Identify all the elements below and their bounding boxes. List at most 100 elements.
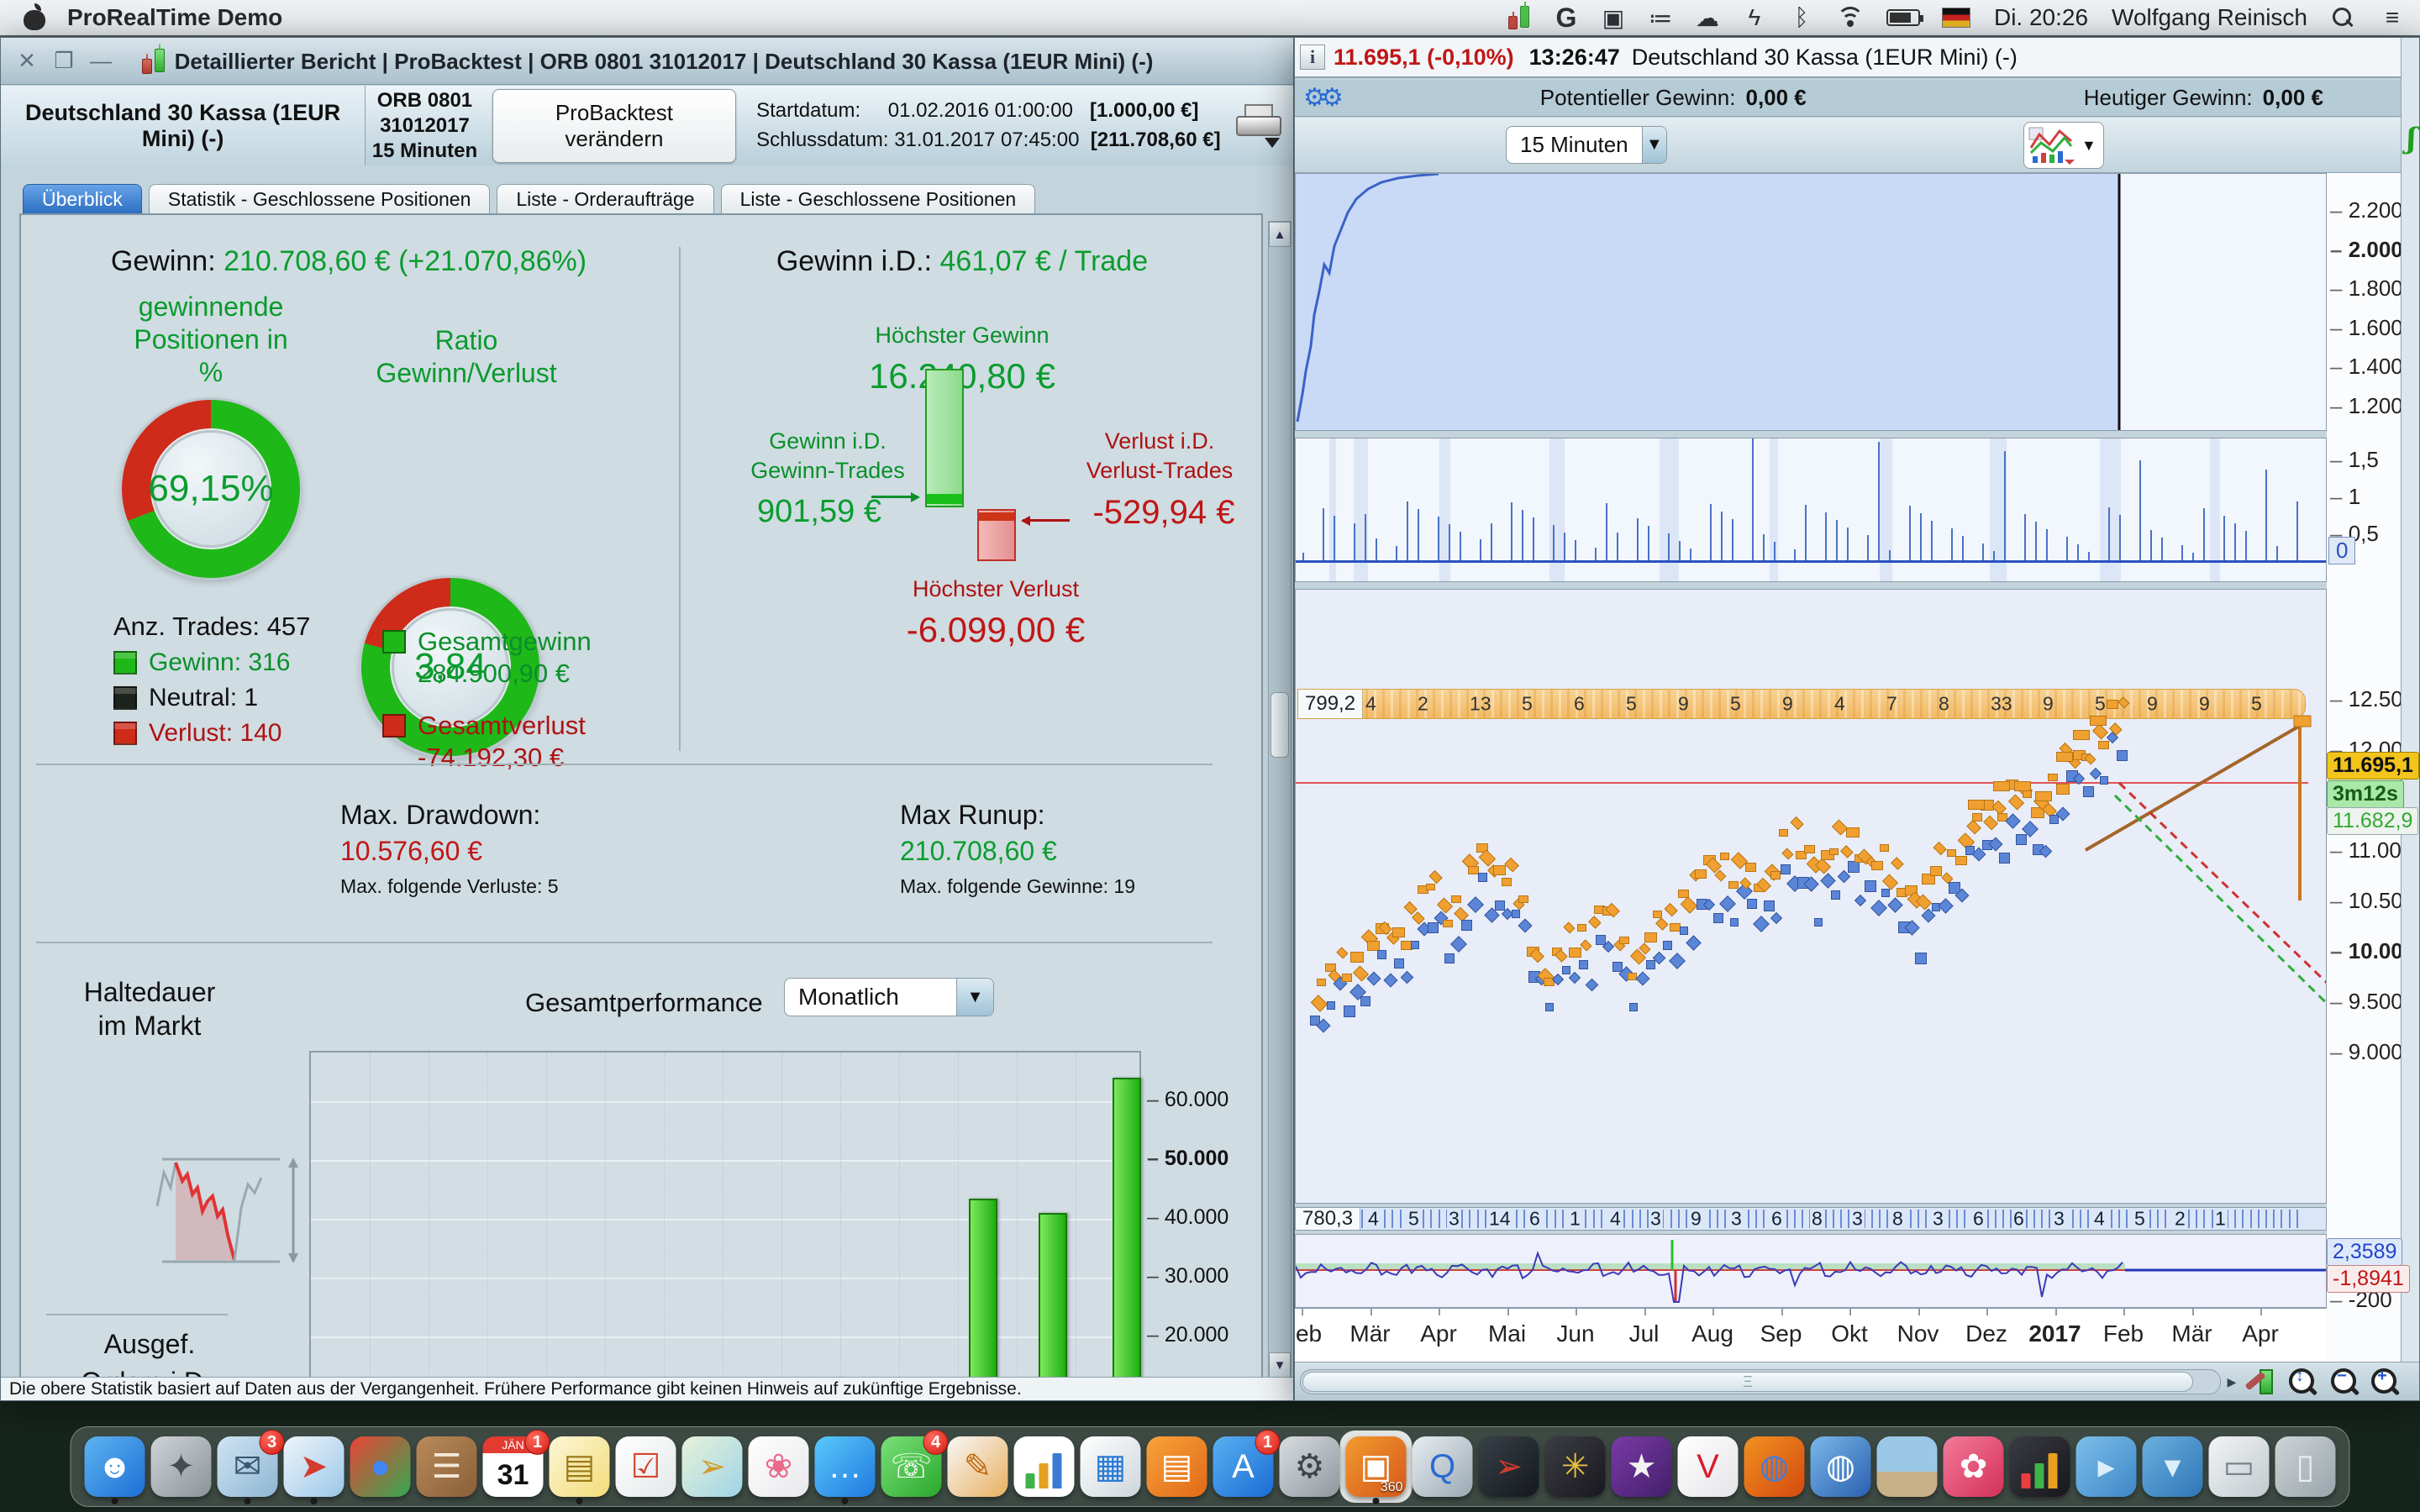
dock-icon-folder-downloads[interactable]: ▾ [2142,1436,2203,1497]
backtest-dates: Startdatum: 01.02.2016 01:00:00 [1.000,0… [756,98,1221,151]
dock-icon-contacts[interactable]: ☰ [416,1436,477,1497]
zoom-in-icon[interactable]: + [2367,1366,2401,1398]
chart-toolbar: 15 Minuten ▼ ▼ [1295,118,2419,173]
dock-icon-compass-app[interactable]: ➢ [1478,1436,1539,1497]
price-chart-pane[interactable]: 799,2 4 2 13 5 6 5 9 5 9 4 7 8 33 9 5 9 9 5 [1295,589,2327,1204]
dock-icon-photos[interactable]: ❀ [748,1436,809,1497]
menubar-user[interactable]: Wolfgang Reinisch [2112,4,2307,30]
gesamtgewinn-swatch [382,630,406,654]
candlestick-icon[interactable] [1507,2,1532,33]
scrollbar-thumb[interactable] [1270,692,1289,758]
dock-icon-shutter-app[interactable]: ✳ [1544,1436,1606,1497]
chart-type-button[interactable]: ▼ [2023,122,2104,169]
price-scale[interactable]: 2.2002.0001.8001.6001.4001.2001,510,5012… [2327,173,2419,1362]
tab-liste-orderauftr-ge[interactable]: Liste - Orderaufträge [497,184,714,214]
equity-curve-pane[interactable] [1295,173,2327,431]
legend-item: Neutral: 1 [113,684,310,712]
candlestick-icon [141,43,166,76]
dock-icon-chrome[interactable]: ● [350,1436,411,1497]
dock-icon-firefox[interactable]: ◍ [1744,1436,1805,1497]
report-window: ✕ ❒ — Detaillierter Bericht | ProBacktes… [0,37,1294,1401]
menu-bar: ProRealTime Demo G ▣ ≔ ☁ ϟ ᛒ Di. 20:26 Wolfga… [0,0,2420,37]
x-axis-label: Okt [1831,1320,1868,1347]
spotlight-search-icon[interactable] [2331,6,2356,29]
g-logo-icon[interactable]: G [1555,2,1577,33]
dock-icon-numbers[interactable] [1013,1436,1075,1497]
dock-icon-pages[interactable]: ✎ [947,1436,1008,1497]
menubar-clock[interactable]: Di. 20:26 [1993,4,2089,30]
tasks-icon[interactable]: ≔ [1648,4,1672,31]
dock-icon-finder[interactable]: ☻ [84,1436,145,1504]
zoom-out-icon[interactable]: − [2327,1366,2360,1398]
scale-tick: 9.500 [2330,989,2403,1015]
scroll-right-icon[interactable]: ▶ [2227,1374,2237,1389]
gear-icon[interactable]: ⚙⚙ [1303,84,1344,112]
battery-icon[interactable] [1886,3,1923,33]
dock-icon-image-file[interactable] [1876,1436,1938,1497]
dock-icon-keynote[interactable]: ▦ [1080,1436,1141,1497]
notification-center-icon[interactable]: ≡ [2385,4,2400,30]
cloud-offline-icon[interactable]: ☁ [1695,4,1719,31]
chart-hscrollbar[interactable]: Ξ ▶ [1300,1369,2236,1394]
screen-share-icon[interactable]: ▣ [1602,4,1625,31]
report-header: Deutschland 30 Kassa (1EUR Mini) (-) ORB… [1,86,1293,165]
scroll-up-icon[interactable]: ▲ [1269,222,1291,247]
info-icon[interactable]: i [1300,45,1325,70]
dock-icon-system-preferences[interactable]: ⚙ [1279,1436,1340,1497]
strategy-icon[interactable]: ʃ [2407,122,2417,155]
hoechster-gewinn-label: Höchster Gewinn [875,323,1050,348]
dock-icon-imovie[interactable]: ★ [1611,1436,1672,1497]
dock-icon-launchpad[interactable]: ✦ [150,1436,212,1497]
zero-tag: 0 [2328,537,2356,564]
oscillator-pane[interactable] [1295,1234,2327,1308]
chart-settings-icon[interactable] [2243,1366,2276,1398]
report-scrollbar[interactable]: ▲ ▼ [1268,221,1292,1378]
dock-icon-notes[interactable]: ▤ [549,1436,610,1504]
dock-icon-proreal-active-app[interactable]: ▣ 360 [1339,1431,1413,1504]
dock-icon-reminders[interactable]: ☑ [615,1436,676,1497]
dock-icon-ibooks[interactable]: ▤ [1146,1436,1207,1497]
keyboard-flag-icon[interactable] [1941,3,1970,33]
tab--berblick[interactable]: Überblick [23,184,142,214]
dock-icon-messages[interactable]: … [814,1436,876,1504]
dock-icon-pink-app[interactable]: ✿ [1943,1436,2004,1497]
dock-icon-safari[interactable]: ➤ [283,1436,345,1504]
dock-icon-maps[interactable]: ➢ [681,1436,743,1497]
dock-icon-blue-sphere-app[interactable]: ◍ [1810,1436,1871,1497]
zoom-fit-icon[interactable]: ↕ [2285,1366,2318,1398]
minimize-window-icon[interactable]: — [90,48,112,73]
dock-icon-trash[interactable]: ▯ [2275,1436,2336,1497]
dock-icon-facetime[interactable]: ☏ 4 [881,1430,949,1497]
hoechster-verlust-value: -6.099,00 € [906,610,1086,649]
dock-icon-calendar[interactable]: JÄN 31 1 [482,1430,550,1497]
x-axis-label: Aug [1691,1320,1733,1347]
maximize-window-icon[interactable]: ❒ [54,48,74,73]
close-window-icon[interactable]: ✕ [18,48,36,73]
spark-icon[interactable]: ϟ [1748,4,1761,30]
dock-icon-quicktime[interactable]: Q [1412,1436,1473,1497]
tab-statistik-geschlossene-positionen[interactable]: Statistik - Geschlossene Positionen [148,184,491,214]
performance-period-dropdown[interactable]: Monatlich ▼ [784,978,994,1016]
indicator-pane[interactable] [1295,438,2327,582]
print-icon[interactable] [1235,103,1281,148]
wifi-icon[interactable] [1836,7,1865,29]
scroll-down-icon[interactable]: ▼ [1269,1352,1291,1378]
dock-icon-mail[interactable]: ✉ 3 [217,1430,285,1504]
dock-icon-external-drive[interactable]: ▭ [2208,1436,2270,1497]
hscrollbar-thumb[interactable]: Ξ [1302,1372,2193,1392]
performance-chart[interactable] [309,1051,1141,1377]
tab-liste-geschlossene-positionen[interactable]: Liste - Geschlossene Positionen [720,184,1036,214]
apple-menu-icon[interactable] [24,3,45,30]
menubar-app-name[interactable]: ProRealTime Demo [67,4,283,30]
dock-icon-v-app[interactable]: V [1677,1436,1739,1497]
dock-icon-stocks-mini[interactable] [2009,1436,2070,1497]
x-axis-label: Feb [2102,1320,2144,1347]
edit-probacktest-button[interactable]: ProBacktest verändern [492,88,737,163]
bluetooth-icon[interactable]: ᛒ [1794,4,1809,30]
runup-block: Max Runup: 210.708,60 € Max. folgende Ge… [900,800,1136,897]
timeframe-dropdown[interactable]: 15 Minuten ▼ [1506,126,1667,164]
band-label: 799,2 [1298,690,1364,718]
dock-icon-folder-documents[interactable]: ▸ [2075,1436,2137,1497]
